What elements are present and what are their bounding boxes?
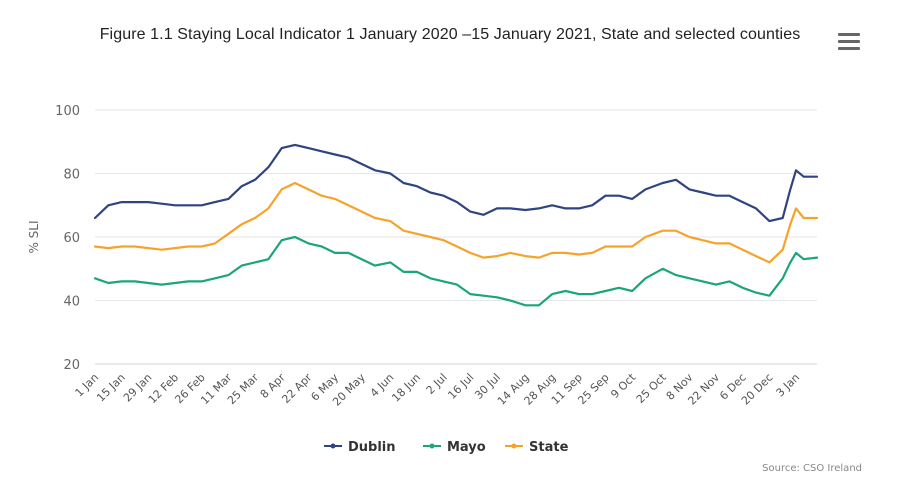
legend-marker [511,443,517,449]
legend-item-mayo[interactable]: Mayo [423,440,486,455]
x-tick-label: 16 Jul [445,371,476,402]
y-tick-label: 80 [63,168,80,183]
legend-label: State [529,440,569,455]
y-tick-label: 20 [63,358,80,373]
x-tick-label: 15 Jan [94,371,128,405]
y-tick-label: 60 [63,231,80,246]
legend-marker [429,443,435,449]
series-line-mayo[interactable] [93,235,819,307]
chart-title: Figure 1.1 Staying Local Indicator 1 Jan… [99,26,801,43]
legend-item-dublin[interactable]: Dublin [324,440,396,455]
x-tick-label: 25 Oct [634,370,669,405]
legend-marker [330,443,336,449]
y-axis-label: % SLI [27,220,41,253]
y-tick-label: 100 [55,104,80,119]
series-line-dublin[interactable] [93,143,819,223]
x-tick-label: 18 Jun [389,371,423,405]
source-credit: Source: CSO Ireland [762,463,862,474]
series-line-state[interactable] [93,181,819,264]
x-tick-label: 22 Apr [279,371,314,406]
x-tick-label: 3 Jan [774,371,803,400]
hamburger-menu-icon[interactable] [838,33,860,51]
legend-item-state[interactable]: State [505,440,569,455]
y-tick-label: 40 [63,295,80,310]
legend-label: Mayo [447,440,486,455]
legend-label: Dublin [348,440,396,455]
